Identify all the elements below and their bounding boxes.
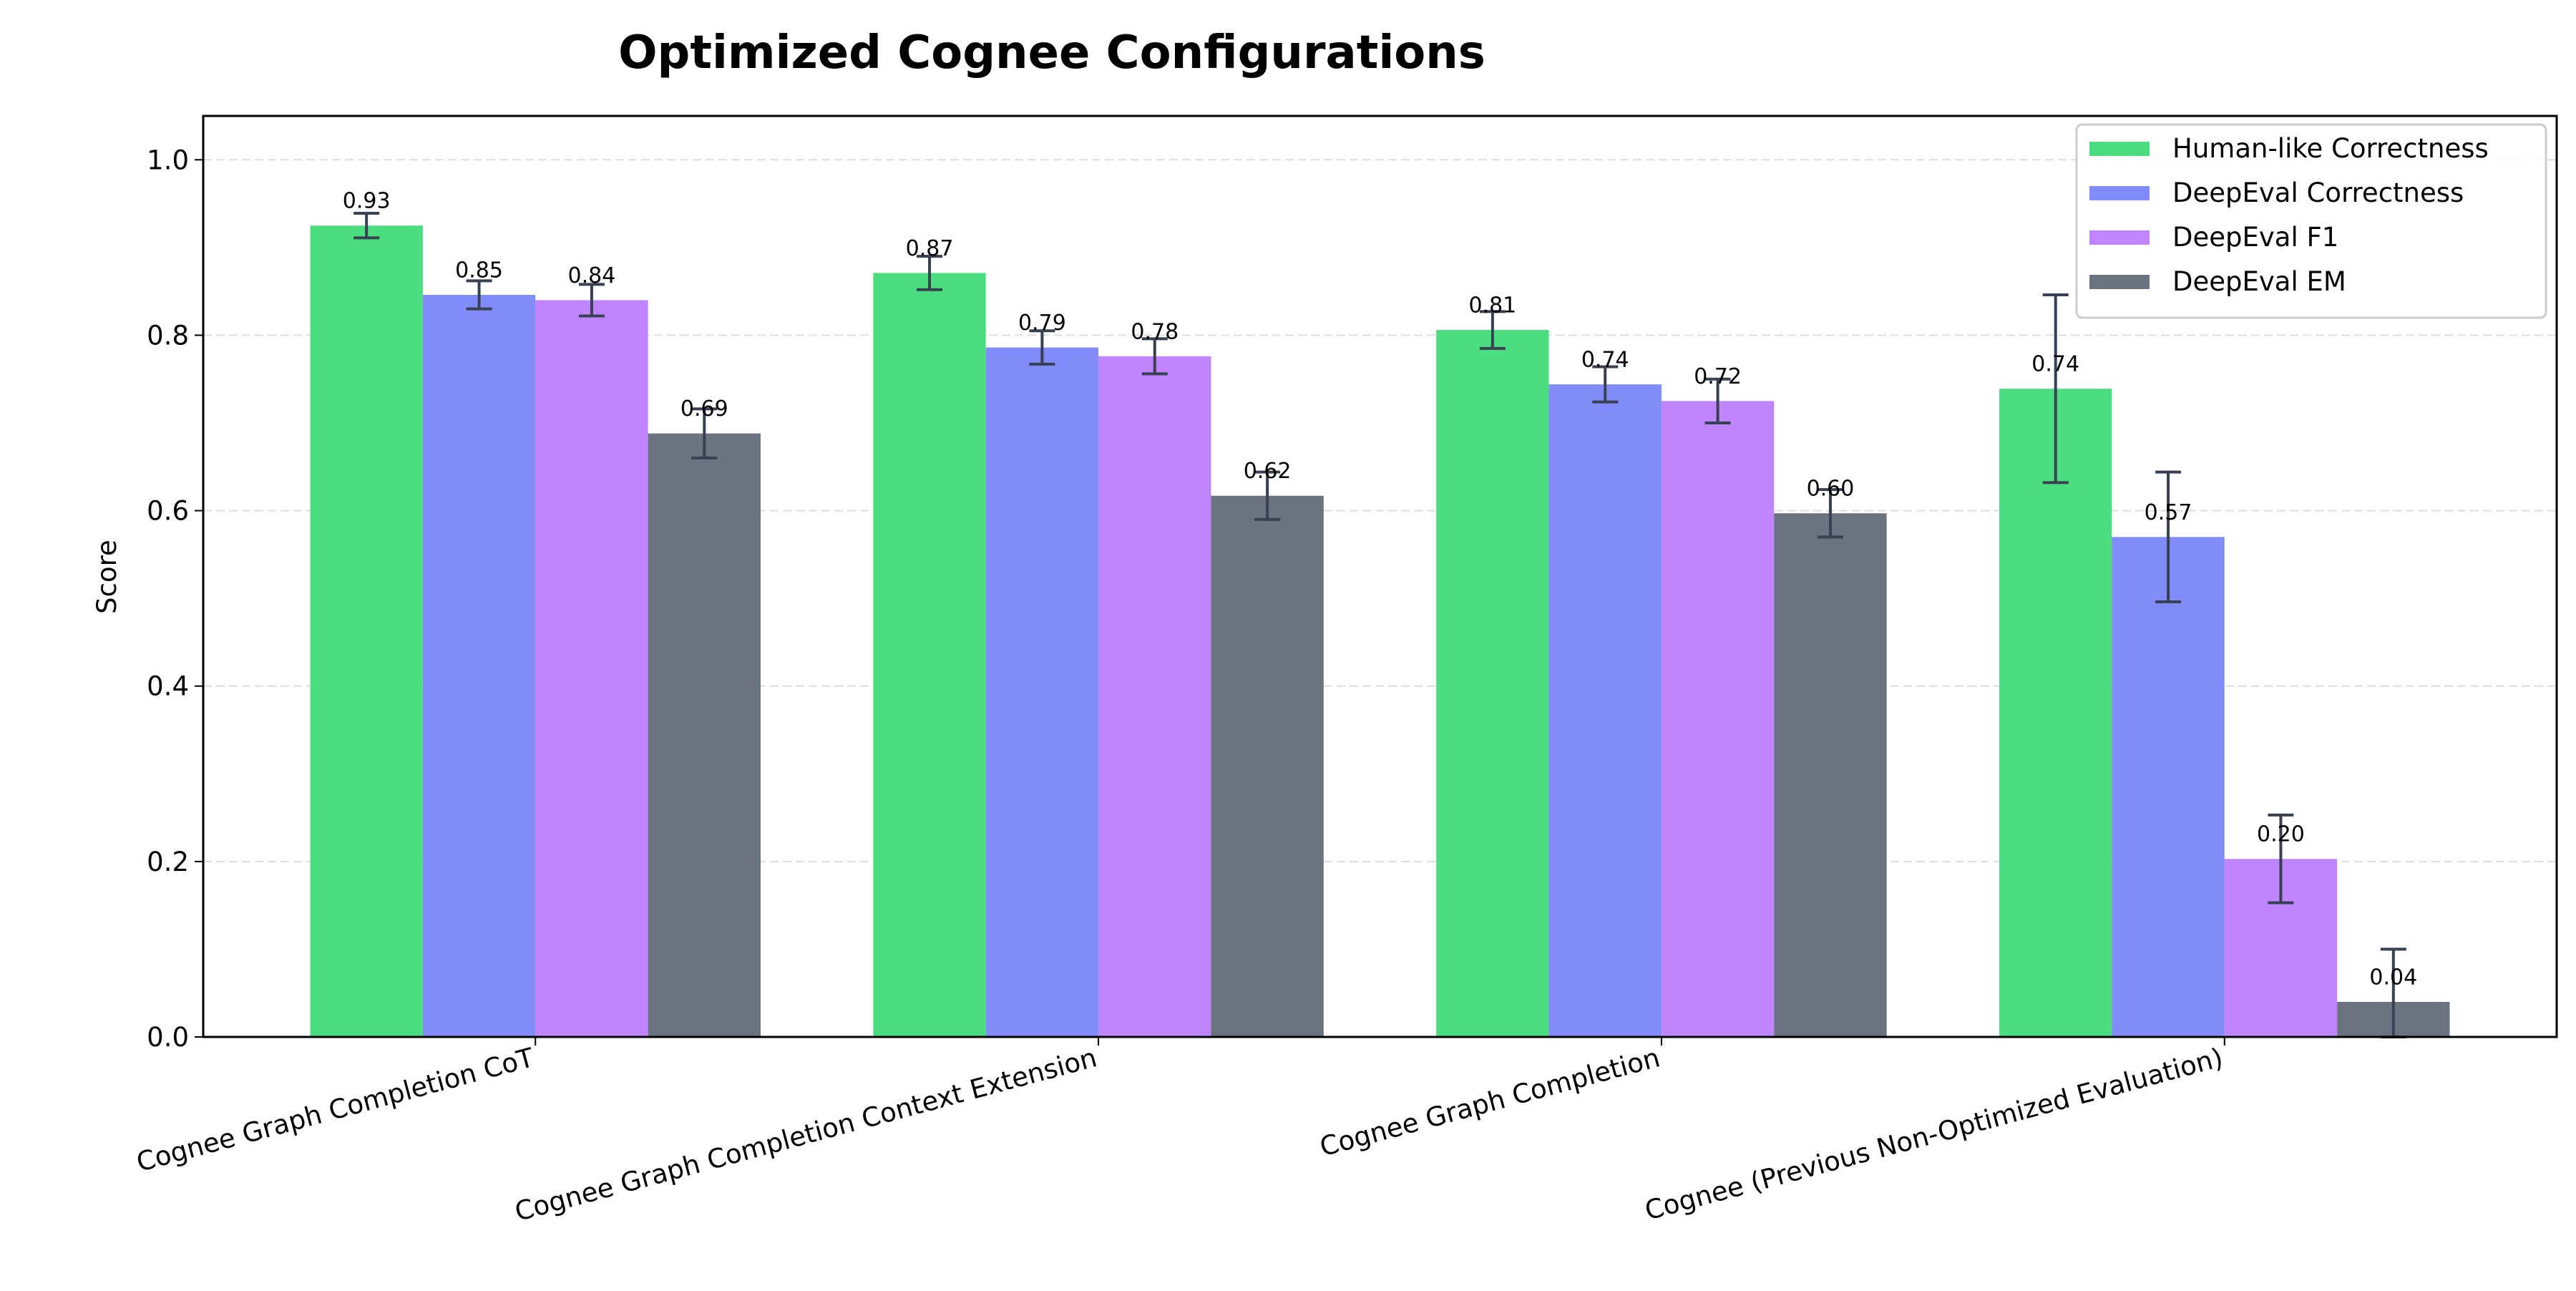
y-tick-label: 1.0 (147, 145, 189, 175)
y-tick-label: 0.8 (147, 320, 189, 351)
legend: Human-like Correctness DeepEval Correctne… (2075, 123, 2547, 319)
legend-swatch (2089, 186, 2150, 200)
bar (422, 295, 536, 1038)
bar (1774, 513, 1887, 1037)
bar (310, 225, 423, 1037)
value-label: 0.85 (455, 258, 503, 283)
y-tick-label: 0.6 (147, 496, 189, 527)
value-label: 0.60 (1807, 477, 1855, 502)
legend-frame (2075, 123, 2547, 319)
legend-swatch (2089, 275, 2150, 289)
x-tick-label: Cognee (Previous Non-Optimized Evaluatio… (1641, 1042, 2226, 1226)
y-axis-label: Score (92, 540, 122, 614)
chart-title: Optimized Cognee Configurations (618, 26, 1485, 79)
y-axis-ticks: 0.0 0.2 0.4 0.6 0.8 1.0 (147, 145, 203, 1053)
bar (873, 273, 986, 1038)
bar (1999, 389, 2112, 1037)
bars (310, 225, 2450, 1038)
value-label: 0.78 (1131, 319, 1179, 344)
value-label: 0.93 (343, 189, 391, 214)
error-bars (353, 212, 2406, 1038)
bar (985, 347, 1099, 1037)
bar (535, 300, 648, 1037)
x-tick-label: Cognee Graph Completion CoT (133, 1042, 537, 1178)
x-tick-label: Cognee Graph Completion (1317, 1042, 1663, 1162)
bar (2112, 537, 2225, 1037)
x-tick-label: Cognee Graph Completion Context Extensio… (512, 1042, 1100, 1227)
y-tick-label: 0.2 (147, 847, 189, 877)
value-label: 0.20 (2257, 822, 2305, 847)
value-labels: 0.93 0.87 0.81 0.74 0.85 0.79 0.74 0.57 0.84 0.78… (343, 189, 2417, 990)
value-label: 0.81 (1468, 293, 1516, 318)
plot-frame (202, 115, 2558, 1038)
value-label: 0.62 (1244, 459, 1292, 484)
value-label: 0.79 (1018, 311, 1066, 336)
bar (1211, 495, 1324, 1037)
value-label: 0.84 (568, 263, 616, 288)
bar (648, 433, 761, 1037)
legend-label: DeepEval EM (2172, 266, 2346, 297)
legend-label: DeepEval F1 (2172, 222, 2338, 253)
value-label: 0.57 (2145, 500, 2192, 525)
legend-swatch (2089, 142, 2150, 156)
bar (1661, 401, 1775, 1037)
value-label: 0.04 (2369, 965, 2417, 990)
legend-swatch (2089, 230, 2150, 245)
value-label: 0.69 (680, 396, 728, 422)
bar (1436, 330, 1549, 1037)
y-tick-label: 0.4 (147, 671, 189, 702)
legend-label: DeepEval Correctness (2172, 177, 2464, 208)
bar (1098, 356, 1211, 1037)
value-label: 0.72 (1694, 364, 1742, 389)
legend-label: Human-like Correctness (2172, 133, 2489, 164)
value-label: 0.74 (1581, 348, 1629, 373)
y-tick-label: 0.0 (147, 1022, 189, 1053)
value-label: 0.74 (2031, 352, 2079, 377)
value-label: 0.87 (906, 236, 954, 261)
bar (1548, 384, 1662, 1037)
